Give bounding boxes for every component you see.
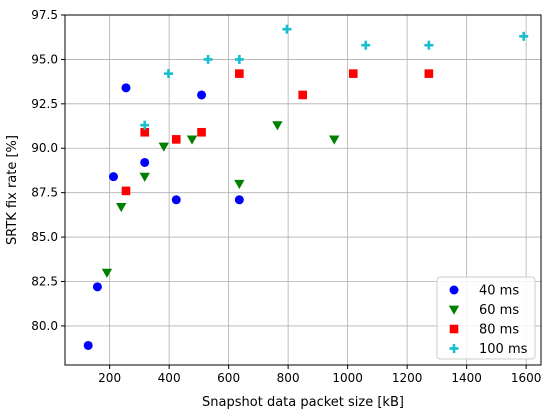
legend-label: 60 ms: [479, 303, 519, 318]
legend-marker: [449, 344, 459, 353]
data-point: [171, 195, 181, 205]
data-point: [139, 172, 150, 182]
data-point: [235, 69, 244, 78]
data-point: [282, 24, 292, 34]
legend: 40 ms 60 ms 80 ms 100 ms: [436, 276, 536, 360]
plot-frame: [64, 14, 542, 366]
data-point: [298, 90, 308, 100]
legend-label: 40 ms: [479, 284, 519, 299]
y-tick-label: 85.0: [31, 230, 58, 244]
y-tick-label: 97.5: [31, 8, 58, 22]
y-tick-label: 82.5: [31, 274, 58, 288]
data-point: [158, 142, 169, 152]
data-point: [121, 83, 131, 93]
data-point: [171, 135, 181, 144]
data-point: [186, 135, 198, 145]
axis-ticks: 200 400 600 800 1000 1200 1400 1600 80.0 82.5 85.0…: [31, 8, 541, 385]
data-point: [164, 69, 174, 79]
data-point: [361, 40, 371, 50]
legend-box: [436, 276, 536, 360]
data-point: [234, 54, 244, 64]
x-tick-label: 1400: [451, 371, 482, 385]
data-point: [197, 90, 207, 100]
y-tick-label: 80.0: [31, 319, 58, 333]
data-point: [519, 31, 529, 41]
data-point: [108, 172, 118, 182]
x-axis-label: Snapshot data packet size [kB]: [202, 395, 404, 410]
y-tick-label: 95.0: [31, 52, 58, 66]
data-points: [83, 24, 529, 350]
x-tick-label: 800: [277, 371, 300, 385]
y-tick-label: 92.5: [31, 97, 58, 111]
data-point: [234, 179, 245, 189]
data-point: [424, 40, 434, 50]
legend-marker: [448, 305, 460, 315]
data-point: [92, 282, 102, 292]
x-tick-label: 1600: [511, 371, 542, 385]
data-point: [83, 340, 93, 350]
x-tick-label: 1000: [332, 371, 363, 385]
data-point: [424, 69, 434, 78]
data-point: [203, 54, 213, 64]
data-point: [272, 121, 283, 131]
data-point: [140, 157, 150, 167]
data-point: [140, 120, 150, 130]
legend-marker: [449, 285, 459, 295]
data-point: [121, 186, 131, 196]
data-point: [116, 202, 127, 213]
data-point: [329, 135, 340, 145]
data-point: [234, 195, 244, 205]
data-point: [101, 268, 113, 278]
y-tick-label: 87.5: [31, 186, 58, 200]
x-tick-label: 400: [158, 371, 181, 385]
legend-label: 100 ms: [479, 342, 528, 357]
data-point: [348, 69, 358, 78]
legend-label: 80 ms: [479, 323, 519, 338]
y-tick-label: 90.0: [31, 141, 58, 155]
data-point: [140, 127, 150, 137]
x-tick-label: 600: [217, 371, 240, 385]
x-tick-label: 200: [98, 371, 121, 385]
legend-marker: [449, 324, 459, 334]
x-tick-label: 1200: [392, 371, 423, 385]
data-point: [197, 127, 206, 137]
y-axis-label: SRTK fix rate [%]: [5, 135, 20, 245]
